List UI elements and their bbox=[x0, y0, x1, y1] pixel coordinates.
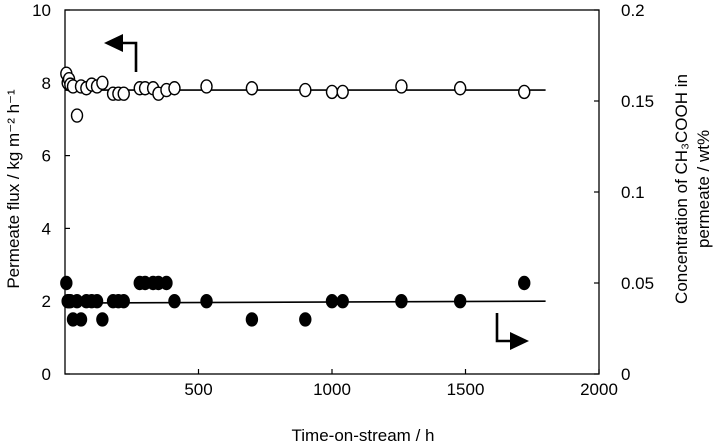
data-points bbox=[60, 66, 531, 327]
y-right-tick-label: 0 bbox=[621, 365, 630, 384]
flux-data-point bbox=[518, 84, 531, 100]
y-left-axis-label: Permeate flux / kg m⁻² h⁻¹ bbox=[4, 89, 23, 289]
flux-data-point bbox=[70, 108, 84, 123]
flux-data-point bbox=[453, 81, 467, 96]
concentration-data-point bbox=[245, 312, 259, 327]
flux-data-point bbox=[168, 81, 181, 96]
flux-data-point bbox=[96, 75, 109, 91]
left-axis-arrow-head bbox=[104, 34, 123, 52]
flux-data-point bbox=[325, 84, 339, 100]
concentration-data-point bbox=[117, 294, 130, 309]
x-tick-label: 500 bbox=[184, 380, 212, 399]
flux-data-point bbox=[200, 79, 213, 94]
flux-data-point bbox=[299, 82, 312, 98]
flux-data-point bbox=[117, 86, 130, 101]
x-tick-label: 2000 bbox=[580, 380, 618, 399]
right-axis-arrow-head bbox=[510, 332, 529, 350]
axis-labels: Time-on-stream / h Permeate flux / kg m⁻… bbox=[4, 74, 713, 445]
concentration-data-point bbox=[336, 294, 349, 309]
flux-data-point bbox=[336, 84, 349, 100]
concentration-trend-line bbox=[64, 300, 546, 304]
concentration-data-point bbox=[90, 294, 104, 309]
y-left-tick-label: 8 bbox=[42, 74, 51, 93]
y-right-axis-label-line1: Concentration of CH₃COOH in bbox=[672, 74, 691, 304]
concentration-data-point bbox=[453, 294, 467, 309]
y-left-tick-label: 10 bbox=[32, 1, 51, 20]
y-right-tick-label: 0.1 bbox=[621, 183, 645, 202]
plot-frame bbox=[64, 9, 600, 375]
concentration-data-point bbox=[74, 312, 88, 327]
x-tick-label: 1000 bbox=[313, 380, 351, 399]
y-right-tick-label: 0.2 bbox=[621, 1, 645, 20]
concentration-data-point bbox=[395, 294, 408, 309]
concentration-data-point bbox=[60, 275, 73, 291]
y-right-tick-label: 0.05 bbox=[621, 274, 654, 293]
y-right-axis-label-line2: permeate / wt% bbox=[694, 130, 713, 248]
concentration-data-point bbox=[299, 312, 312, 327]
y-left-tick-label: 2 bbox=[42, 292, 51, 311]
concentration-data-point bbox=[200, 294, 213, 309]
x-axis-label: Time-on-stream / h bbox=[292, 426, 435, 445]
y-left-tick-label: 4 bbox=[42, 219, 51, 238]
flux-data-point bbox=[395, 79, 408, 94]
concentration-data-point bbox=[325, 294, 339, 309]
concentration-data-point bbox=[518, 275, 531, 291]
x-tick-label: 1500 bbox=[447, 380, 485, 399]
right-axis-arrow-shaft bbox=[495, 313, 512, 343]
annotations bbox=[104, 34, 529, 350]
y-left-tick-label: 6 bbox=[42, 147, 51, 166]
trend-lines bbox=[64, 89, 546, 304]
left-axis-arrow-shaft bbox=[121, 41, 138, 72]
flux-data-point bbox=[245, 81, 259, 96]
concentration-data-point bbox=[168, 294, 181, 309]
concentration-data-point bbox=[96, 312, 109, 327]
y-left-tick-label: 0 bbox=[42, 365, 51, 384]
y-right-tick-label: 0.15 bbox=[621, 92, 654, 111]
concentration-data-point bbox=[160, 275, 173, 291]
